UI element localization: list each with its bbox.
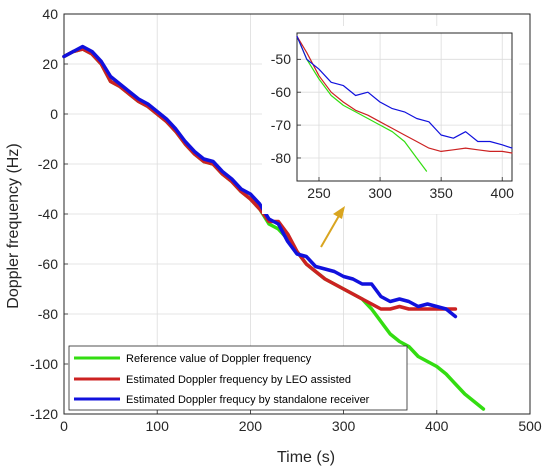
- y-tick-label: 20: [42, 56, 58, 72]
- y-tick-label: -120: [30, 406, 58, 422]
- legend: Reference value of Doppler frequency Est…: [68, 345, 408, 411]
- series-line-2: [62, 44, 458, 319]
- series-line-1: [296, 35, 513, 154]
- y-tick-label: -50: [271, 51, 291, 67]
- legend-item: Reference value of Doppler frequency: [74, 353, 312, 365]
- x-tick-label: 200: [239, 418, 263, 434]
- y-tick-label: -70: [271, 117, 291, 133]
- x-tick-label: 0: [60, 418, 68, 434]
- y-tick-label: 0: [50, 106, 58, 122]
- y-tick-label: -80: [38, 306, 58, 322]
- inset-series-group: [296, 35, 513, 172]
- y-tick-label: -60: [271, 84, 291, 100]
- main-series-group: [62, 44, 486, 411]
- x-tick-label: 500: [518, 418, 542, 434]
- inset-grid: [297, 33, 512, 181]
- x-tick-label: 300: [332, 418, 356, 434]
- y-tick-label: 40: [42, 6, 58, 22]
- y-tick-label: -100: [30, 356, 58, 372]
- x-axis-label: Time (s): [277, 449, 335, 466]
- inset-plot-frame: [296, 32, 513, 182]
- x-tick-label: 300: [368, 185, 392, 201]
- zoom-arrow-head: [333, 206, 345, 219]
- y-tick-label: -60: [38, 256, 58, 272]
- main-x-tick-labels: 0 100 200 300 400 500: [60, 418, 542, 434]
- main-y-tick-labels: -120 -100 -80 -60 -40 -20 0 20 40: [30, 6, 58, 422]
- x-tick-label: 250: [307, 185, 331, 201]
- series-line-1: [62, 47, 458, 311]
- x-tick-label: 400: [425, 418, 449, 434]
- inset-background: [262, 26, 519, 214]
- legend-label: Estimated Doppler frequcy by standalone …: [126, 394, 370, 406]
- zoom-arrow: [320, 206, 345, 248]
- zoom-arrow-shaft: [320, 213, 341, 248]
- y-tick-label: -80: [271, 150, 291, 166]
- y-tick-label: -20: [38, 156, 58, 172]
- series-line-2: [296, 35, 513, 149]
- legend-box: [68, 345, 408, 411]
- y-tick-label: -40: [38, 206, 58, 222]
- legend-item: Estimated Doppler frequcy by standalone …: [74, 394, 370, 406]
- inset-y-tick-labels: -80 -70 -60 -50: [271, 51, 291, 166]
- x-tick-label: 350: [429, 185, 453, 201]
- inset-x-tick-labels: 250 300 350 400: [307, 185, 514, 201]
- legend-label: Reference value of Doppler frequency: [126, 353, 312, 365]
- inset-plot: 250 300 350 400 -80 -70 -60 -50: [262, 26, 519, 214]
- legend-item: Estimated Doppler frequency by LEO assis…: [74, 374, 351, 386]
- series-line-0: [296, 35, 428, 172]
- x-tick-label: 100: [146, 418, 170, 434]
- main-plot-frame: [63, 13, 531, 415]
- legend-label: Estimated Doppler frequency by LEO assis…: [126, 374, 351, 386]
- x-tick-label: 400: [491, 185, 515, 201]
- y-axis-label: Doppler frequency (Hz): [5, 143, 22, 308]
